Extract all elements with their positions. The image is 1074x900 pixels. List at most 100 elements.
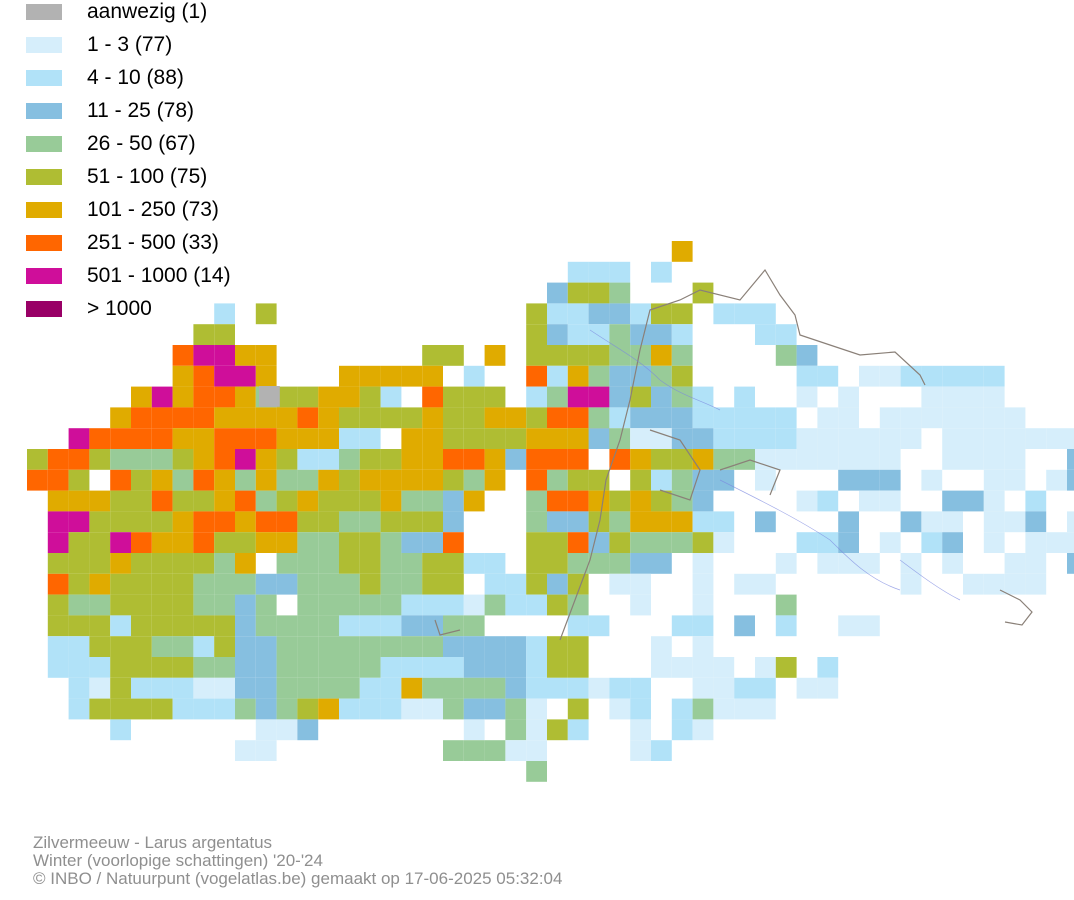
grid-cell — [838, 386, 859, 408]
grid-cell — [755, 469, 776, 491]
grid-cell — [692, 719, 714, 741]
grid-cell — [110, 407, 131, 429]
grid-cell — [547, 469, 568, 491]
grid-cell — [463, 636, 485, 657]
grid-cell — [963, 407, 984, 429]
grid-cell — [255, 428, 277, 449]
grid-cell — [692, 469, 714, 491]
grid-cell — [609, 553, 631, 574]
grid-cell — [900, 428, 922, 449]
grid-cell — [276, 657, 298, 678]
grid-cell — [651, 469, 672, 491]
grid-cell — [755, 303, 776, 325]
grid-cell — [380, 657, 402, 678]
grid-cell — [89, 449, 111, 470]
grid-cell — [318, 677, 339, 699]
grid-cell — [859, 365, 880, 387]
grid-cell — [235, 594, 256, 616]
grid-cell — [567, 657, 589, 678]
grid-cell — [339, 469, 360, 491]
grid-cell — [526, 761, 547, 782]
grid-cell — [68, 469, 90, 491]
grid-cell — [505, 740, 527, 761]
grid-cell — [380, 449, 402, 470]
grid-cell — [630, 740, 651, 761]
grid-cell — [131, 594, 152, 616]
grid-cell — [359, 511, 381, 533]
grid-cell — [401, 657, 423, 678]
grid-cell — [214, 615, 235, 637]
grid-cell — [526, 303, 547, 325]
grid-cell — [47, 657, 69, 678]
grid-cell — [1067, 428, 1074, 449]
grid-cell — [463, 698, 485, 720]
grid-cell — [588, 407, 610, 429]
grid-cell — [671, 386, 693, 408]
grid-cell — [692, 532, 714, 553]
region-borders — [434, 268, 1033, 641]
grid-cell — [172, 428, 194, 449]
grid-cell — [567, 469, 589, 491]
grid-cell — [443, 677, 464, 699]
grid-cell — [359, 490, 381, 512]
grid-cell — [505, 449, 527, 470]
grid-cell — [193, 386, 215, 408]
legend-swatch — [26, 202, 62, 218]
grid-cell — [214, 345, 235, 366]
grid-cell — [651, 553, 672, 574]
grid-cell — [1046, 469, 1067, 491]
grid-cell — [713, 698, 735, 720]
copyright-text: © INBO / Natuurpunt (vogelatlas.be) gema… — [33, 869, 563, 888]
grid-cell — [214, 677, 235, 699]
grid-cell — [110, 469, 131, 491]
grid-cell — [214, 698, 235, 720]
grid-cell — [1046, 532, 1067, 553]
grid-cell — [609, 511, 631, 533]
grid-cell — [567, 532, 589, 553]
grid-cell — [193, 324, 215, 345]
grid-cell — [734, 677, 755, 699]
grid-cell — [838, 511, 859, 533]
grid-cell — [526, 428, 547, 449]
grid-cell — [339, 386, 360, 408]
grid-cell — [838, 449, 859, 470]
grid-cell — [588, 282, 610, 304]
grid-cell — [276, 677, 298, 699]
grid-cell — [900, 511, 922, 533]
grid-cell — [297, 428, 319, 449]
grid-cell — [859, 449, 880, 470]
grid-cell — [547, 428, 568, 449]
grid-cell — [151, 469, 173, 491]
grid-cell — [380, 407, 402, 429]
grid-cell — [214, 532, 235, 553]
grid-cell — [942, 428, 963, 449]
grid-cell — [1004, 407, 1026, 429]
grid-cell — [276, 469, 298, 491]
grid-cell — [339, 428, 360, 449]
grid-cell — [131, 386, 152, 408]
grid-cell — [172, 698, 194, 720]
grid-cell — [380, 365, 402, 387]
grid-cell — [547, 386, 568, 408]
legend-label: 501 - 1000 (14) — [87, 264, 231, 287]
river-line — [589, 329, 721, 411]
grid-cell — [339, 594, 360, 616]
grid-cell — [671, 469, 693, 491]
grid-cell — [359, 449, 381, 470]
grid-cell — [27, 469, 48, 491]
grid-cell — [235, 532, 256, 553]
grid-cell — [110, 657, 131, 678]
grid-cell — [89, 594, 111, 616]
grid-cell — [297, 386, 319, 408]
grid-cell — [692, 553, 714, 574]
grid-cell — [609, 324, 631, 345]
grid-cell — [276, 386, 298, 408]
grid-cell — [110, 490, 131, 512]
grid-cell — [318, 594, 339, 616]
grid-cell — [567, 698, 589, 720]
grid-cell — [380, 698, 402, 720]
grid-cell — [547, 573, 568, 595]
grid-cell — [567, 345, 589, 366]
grid-cell — [318, 386, 339, 408]
grid-cell — [318, 469, 339, 491]
